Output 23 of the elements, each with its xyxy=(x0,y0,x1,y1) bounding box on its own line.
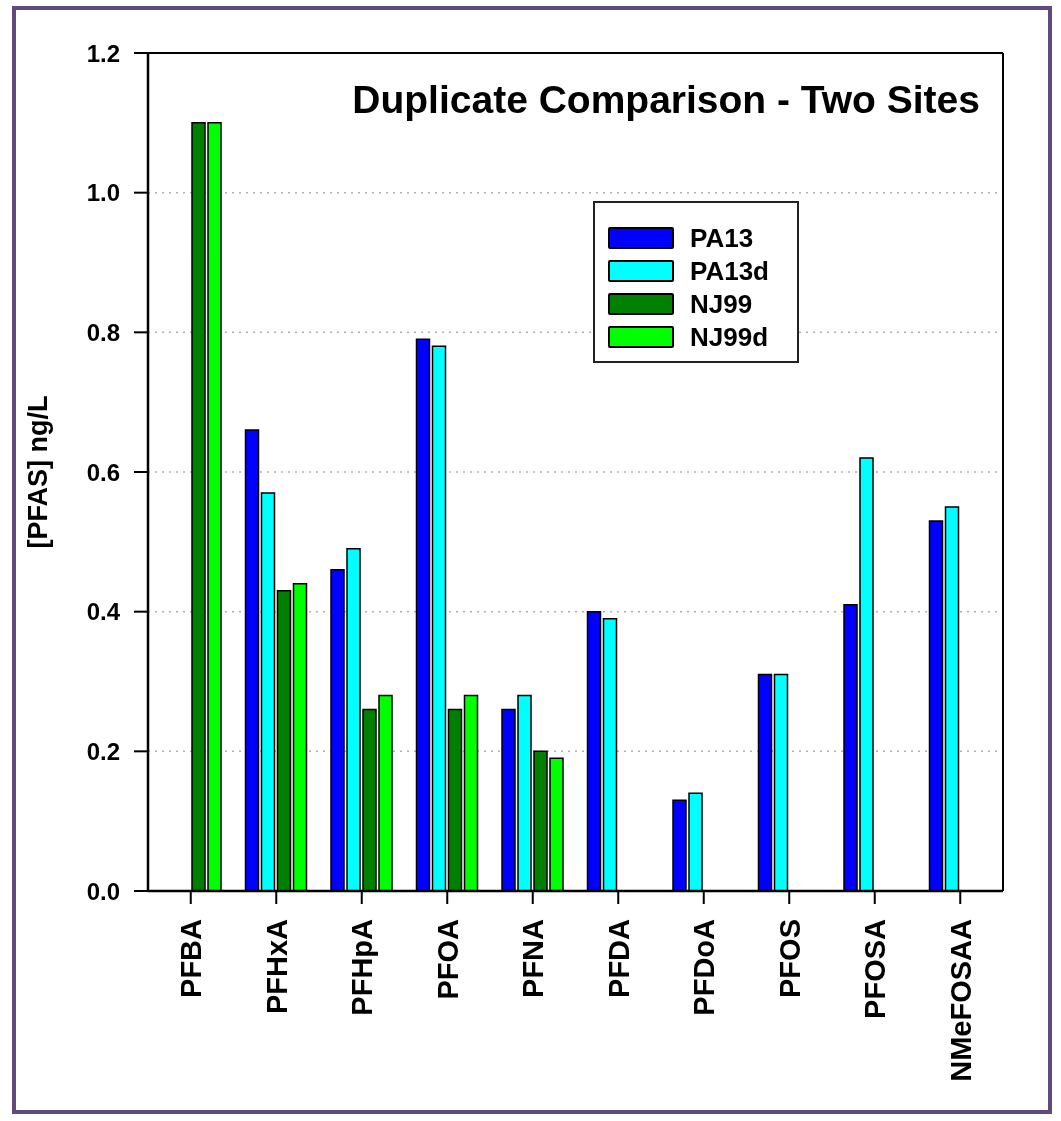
y-tick-label: 1.0 xyxy=(86,179,120,207)
y-tick-label: 0.8 xyxy=(86,318,120,346)
legend-label: PA13 xyxy=(690,222,754,253)
text: Duplicate Comparison - Two Sites xyxy=(352,78,980,122)
y-tick-label: 1.2 xyxy=(86,39,120,67)
legend-label: PA13d xyxy=(690,255,769,286)
x-tick-label: PFHpA xyxy=(346,918,379,1016)
legend-label: NJ99d xyxy=(690,321,769,352)
y-tick-label: 0.6 xyxy=(86,458,120,486)
x-tick-label: PFBA xyxy=(175,918,208,998)
x-tick-label: PFDA xyxy=(602,918,635,998)
x-tick-label: PFOA xyxy=(431,918,464,1000)
x-tick-label: PFOSA xyxy=(859,918,892,1019)
y-axis-title: [PFAS] ng/L xyxy=(23,395,53,549)
x-tick-label: NMeFOSAA xyxy=(944,918,977,1082)
y-tick-label: 0.2 xyxy=(86,737,120,765)
x-tick-label: PFOS xyxy=(773,919,806,998)
x-tick-label: PFDoA xyxy=(688,918,721,1016)
y-tick-label: 0.0 xyxy=(86,877,120,905)
x-tick-label: PFNA xyxy=(517,918,550,998)
y-tick-label: 0.4 xyxy=(86,598,121,626)
x-tick-label: PFHxA xyxy=(260,918,293,1015)
legend-label: NJ99 xyxy=(690,288,753,319)
